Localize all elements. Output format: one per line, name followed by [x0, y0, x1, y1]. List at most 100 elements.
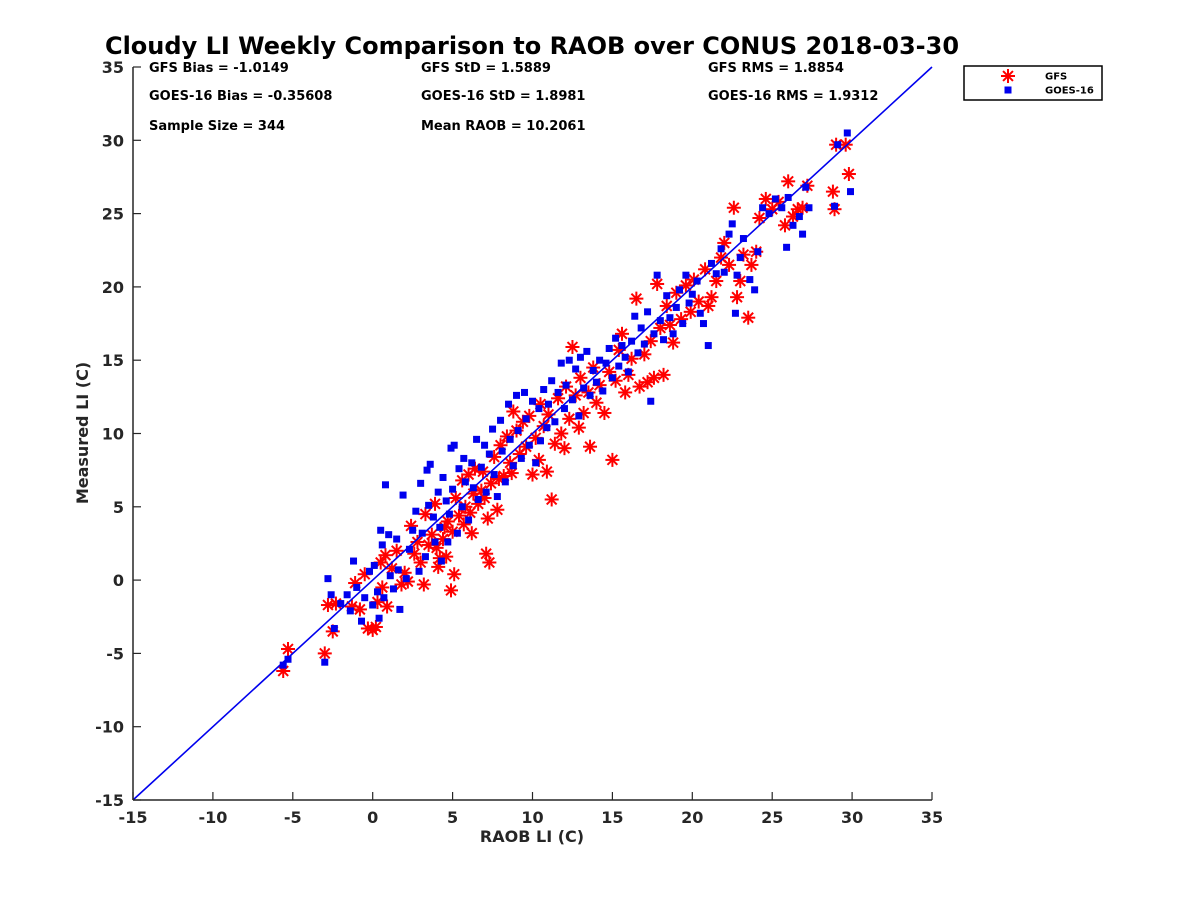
goes16-point [653, 271, 661, 279]
points-layer [276, 129, 856, 678]
goes16-point [618, 342, 626, 350]
gfs-point [709, 274, 724, 289]
gfs-point [480, 511, 495, 526]
goes16-point [682, 271, 690, 279]
x-axis-label: RAOB LI (C) [480, 827, 584, 846]
gfs-point [683, 304, 698, 319]
goes16-point [358, 617, 366, 625]
goes16-point [405, 545, 413, 553]
goes16-point [712, 270, 720, 278]
goes16-point [562, 381, 570, 389]
legend-items: GFS GOES-16 [1001, 69, 1094, 97]
goes16-point [789, 221, 797, 229]
goes16-point [754, 248, 762, 256]
goes16-point [449, 485, 457, 493]
gfs-point [525, 467, 540, 482]
goes16-point [327, 591, 335, 599]
goes16-point [284, 655, 292, 663]
goes16-point [548, 377, 556, 385]
legend: GFS GOES-16 [963, 65, 1103, 101]
goes16-point [739, 235, 747, 243]
goes16-point [279, 661, 287, 669]
y-tick-label: 35 [102, 58, 124, 77]
y-tick-label: 30 [102, 131, 124, 150]
goes16-point [450, 441, 458, 449]
goes16-point [565, 356, 573, 364]
goes16-point [688, 290, 696, 298]
goes16-point [429, 513, 437, 521]
goes16-point [497, 416, 505, 424]
goes16-point [605, 344, 613, 352]
goes16-point [663, 292, 671, 300]
gfs-point [573, 370, 588, 385]
goes16-point [704, 342, 712, 350]
gfs-point [447, 567, 462, 582]
goes16-point [568, 396, 576, 404]
goes16-point [465, 516, 473, 524]
goes16-point [707, 259, 715, 267]
goes16-point [669, 330, 677, 338]
goes16-point [517, 454, 525, 462]
goes16-point [696, 309, 704, 317]
goes16-point [733, 271, 741, 279]
gfs-point [416, 577, 431, 592]
goes16-point [717, 245, 725, 253]
goes16-point [624, 368, 632, 376]
goes16-point [728, 220, 736, 228]
goes16-point [847, 188, 855, 196]
goes16-point [666, 314, 674, 322]
goes16-point [455, 465, 463, 473]
goes16-point [746, 276, 754, 284]
goes16-point [751, 286, 759, 294]
goes16-point [784, 193, 792, 201]
goes16-point [366, 567, 374, 575]
y-tick-label: 0 [113, 571, 124, 590]
goes16-point [442, 497, 450, 505]
goes16-point [445, 510, 453, 518]
stat-text: GOES-16 RMS = 1.9312 [708, 89, 878, 104]
goes16-point [554, 388, 562, 396]
goes16-point [417, 479, 425, 487]
goes16-point [736, 254, 744, 262]
y-tick-label: 25 [102, 205, 124, 224]
gfs-point [407, 546, 422, 561]
goes16-point [532, 459, 540, 467]
goes16-point [330, 624, 338, 632]
gfs-point [539, 464, 554, 479]
goes16-point [473, 435, 481, 443]
gfs-point [562, 411, 577, 426]
goes16-point [337, 600, 345, 608]
goes16-point [834, 141, 842, 149]
gfs-point [451, 508, 466, 523]
goes16-point [444, 538, 452, 546]
goes16-point [799, 230, 807, 238]
x-tick-label: -5 [284, 808, 302, 827]
y-tick-label: -15 [95, 791, 124, 810]
goes16-point [396, 605, 404, 613]
goes16-point [621, 353, 629, 361]
x-tick-label: 15 [601, 808, 623, 827]
goes16-point [346, 607, 354, 615]
gfs-point [722, 257, 737, 272]
gfs-point [444, 583, 459, 598]
y-tick-label: -10 [95, 718, 124, 737]
goes16-point [402, 575, 410, 583]
goes16-point [640, 340, 648, 348]
goes16-point [522, 415, 530, 423]
goes16-point [699, 320, 707, 328]
gfs-point [656, 367, 671, 382]
gfs-point [571, 420, 586, 435]
x-tick-label: 5 [447, 808, 458, 827]
goes16-point [369, 601, 377, 609]
goes16-point [589, 366, 597, 374]
gfs-point [483, 476, 498, 491]
goes16-point [631, 312, 639, 320]
goes16-point [575, 412, 583, 420]
goes16-point [672, 303, 680, 311]
goes16-point [381, 481, 389, 489]
y-axis-label: Measured LI (C) [73, 362, 92, 504]
goes16-point [612, 334, 620, 342]
goes16-point [489, 425, 497, 433]
stat-text: Mean RAOB = 10.2061 [421, 119, 586, 134]
gfs-point [380, 599, 395, 614]
